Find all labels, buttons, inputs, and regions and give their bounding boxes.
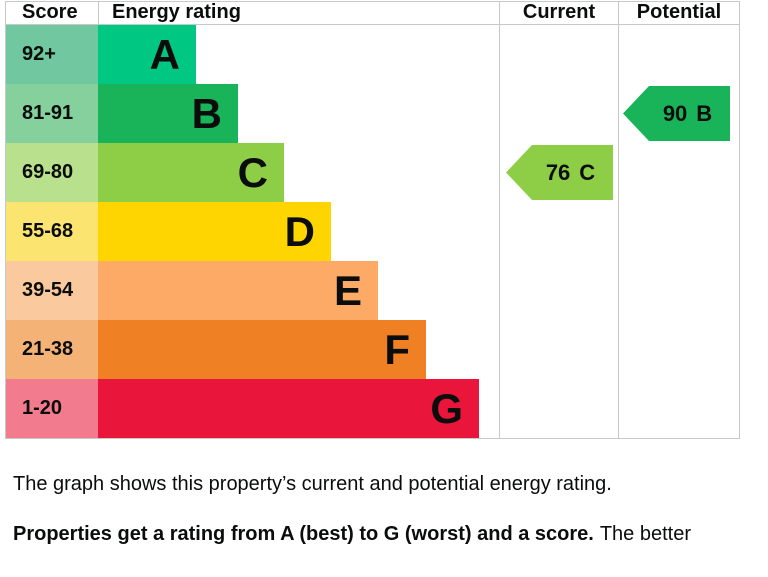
- description-text: The graph shows this property’s current …: [13, 473, 768, 546]
- band-score-g: 1-20: [6, 379, 98, 438]
- band-score-b: 81-91: [6, 84, 98, 143]
- potential-rating-band: B: [696, 100, 713, 126]
- band-letter-g: G: [430, 384, 463, 432]
- band-score-d: 55-68: [6, 202, 98, 261]
- band-letter-b: B: [191, 89, 222, 137]
- band-row-c: 69-80 C: [6, 143, 499, 202]
- band-row-d: 55-68 D: [6, 202, 499, 261]
- band-bar-e: E: [98, 261, 378, 320]
- band-row-a: 92+ A: [6, 25, 499, 84]
- band-bar-g: G: [98, 379, 479, 438]
- band-bar-f: F: [98, 320, 426, 379]
- band-row-f: 21-38 F: [6, 320, 499, 379]
- column-header-current: Current: [499, 2, 618, 25]
- band-bar-a: A: [98, 25, 196, 84]
- column-header-energy-rating: Energy rating: [98, 2, 499, 25]
- band-row-e: 39-54 E: [6, 261, 499, 320]
- band-score-a: 92+: [6, 25, 98, 84]
- band-bar-c: C: [98, 143, 284, 202]
- band-row-g: 1-20 G: [6, 379, 499, 438]
- current-rating-score: 76: [545, 159, 571, 185]
- band-letter-a: A: [149, 30, 180, 78]
- band-bar-d: D: [98, 202, 331, 261]
- band-letter-c: C: [237, 148, 268, 196]
- rating-explanation-bold: Properties get a rating from A (best) to…: [13, 523, 594, 545]
- current-rating-column: 76 C: [499, 25, 618, 438]
- rating-explanation-rest: The better: [599, 523, 692, 545]
- band-letter-f: F: [384, 325, 410, 373]
- graph-description: The graph shows this property’s current …: [13, 473, 612, 495]
- column-header-score: Score: [6, 2, 98, 25]
- band-score-e: 39-54: [6, 261, 98, 320]
- current-rating-arrow: 76 C: [506, 145, 613, 200]
- potential-rating-arrow: 90 B: [623, 86, 730, 141]
- epc-rating-table: Score Energy rating Current Potential 92…: [5, 1, 740, 439]
- band-score-f: 21-38: [6, 320, 98, 379]
- current-rating-band: C: [579, 159, 596, 185]
- band-score-c: 69-80: [6, 143, 98, 202]
- band-row-b: 81-91 B: [6, 84, 499, 143]
- band-bar-b: B: [98, 84, 238, 143]
- column-header-potential: Potential: [618, 2, 739, 25]
- energy-bands: 92+ A 81-91 B 69-80 C 55-68 D 39-54 E 21…: [6, 25, 499, 438]
- potential-rating-column: 90 B: [618, 25, 739, 438]
- band-letter-d: D: [284, 207, 315, 255]
- rating-explanation: Properties get a rating from A (best) to…: [13, 523, 765, 546]
- band-letter-e: E: [333, 266, 362, 314]
- potential-rating-score: 90: [662, 100, 688, 126]
